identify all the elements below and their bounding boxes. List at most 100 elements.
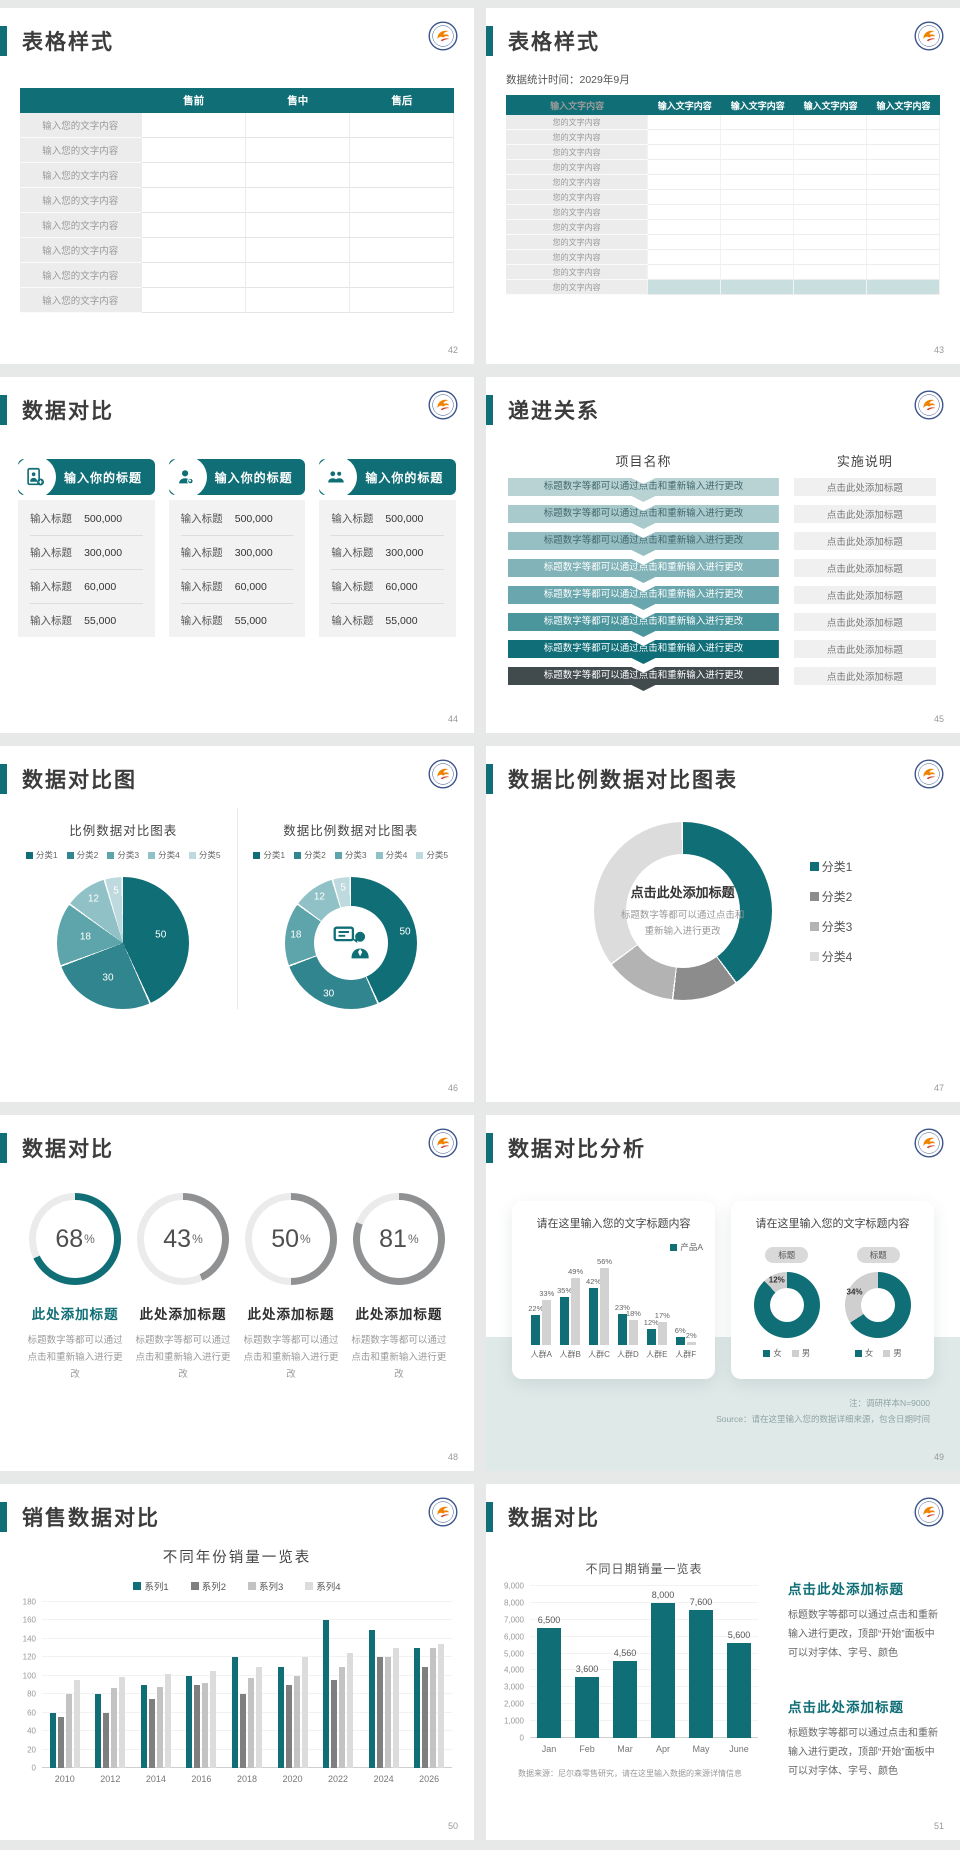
progression-row: 标题数字等都可以通过点击和重新输入进行更改 点击此处添加标题 — [508, 532, 938, 556]
data-cell — [721, 220, 795, 235]
row-label-cell: 输入您的文字内容 — [20, 238, 142, 263]
gridline — [42, 1767, 452, 1768]
bar-group: 2020 — [277, 1602, 308, 1784]
row-value: 500,000 — [84, 512, 123, 525]
page-title: 数据比例数据对比图表 — [508, 769, 738, 792]
bar — [347, 1652, 354, 1768]
bar-group: 2026 — [414, 1602, 445, 1784]
school-logo-icon — [914, 21, 944, 51]
gridline — [530, 1601, 758, 1603]
stat-card-2: 输入你的标题 输入标题 500,000 输入标题 300,000 输入标题 60,000 输… — [164, 456, 306, 637]
row-label-cell: 您的文字内容 — [506, 265, 649, 280]
data-cell — [867, 160, 940, 175]
legend-item: 系列3 — [248, 1579, 283, 1593]
bar — [589, 1287, 599, 1345]
ring-description: 标题数字等都可以通过点击和重新输入进行更改 — [351, 1335, 447, 1381]
gender-donuts: 标题 12% 女男 标题 34% 女男 — [741, 1247, 924, 1359]
x-axis-label: Jan — [541, 1744, 557, 1754]
bar — [255, 1666, 262, 1768]
chip-label: 标题 — [856, 1247, 900, 1263]
school-logo-icon — [914, 759, 944, 789]
y-axis-tick-label: 60 — [27, 1708, 36, 1718]
row-label-cell: 您的文字内容 — [506, 205, 649, 220]
bar-column: 17% — [654, 1263, 670, 1345]
gridline — [42, 1693, 452, 1695]
y-axis-tick-label: 4,000 — [503, 1665, 524, 1675]
x-axis-label: 人群A — [530, 1350, 552, 1359]
data-cell — [141, 263, 246, 288]
legend-label: 分类1 — [821, 859, 853, 874]
card-title: 输入你的标题 — [64, 470, 143, 485]
gridline — [42, 1674, 452, 1676]
page-title: 数据对比 — [22, 1138, 114, 1161]
legend-item: 分类2 — [66, 849, 98, 861]
x-axis-label: May — [692, 1744, 710, 1754]
card-header: 输入你的标题 — [14, 456, 155, 498]
center-title: 点击此处添加标题 — [630, 884, 735, 900]
y-axis-tick-label: 20 — [27, 1745, 36, 1755]
bar — [57, 1717, 64, 1768]
data-cell — [721, 235, 795, 250]
bar — [657, 1321, 667, 1345]
gridline — [530, 1585, 758, 1586]
bar — [49, 1712, 56, 1768]
donut-charts-card: 请在这里输入您的文字标题内容 标题 12% 女男 标题 34% 女男 — [731, 1201, 934, 1379]
data-row: 输入标题 500,000 — [180, 502, 294, 536]
x-axis-label: 人群F — [675, 1350, 697, 1359]
bar-group-bars — [277, 1602, 308, 1768]
progression-row: 标题数字等都可以通过点击和重新输入进行更改 点击此处添加标题 — [508, 559, 938, 583]
card-title: 请在这里输入您的文字标题内容 — [755, 1218, 910, 1230]
y-axis-tick-label: 6,000 — [503, 1632, 524, 1642]
legend-swatch — [854, 1349, 862, 1357]
row-label-cell: 输入您的文字内容 — [20, 163, 142, 188]
data-cell — [721, 145, 795, 160]
slide-header: 表格样式 — [486, 8, 960, 56]
text-block-2: 点击此处添加标题 标题数字等都可以通过点击和重新输入进行更改，顶部“开始”面板中… — [788, 1696, 940, 1781]
bar-value-label: 12% — [643, 1317, 659, 1327]
y-axis-tick-label: 2,000 — [503, 1699, 524, 1709]
y-axis-tick-label: 160 — [22, 1615, 36, 1625]
row-label: 输入标题 — [331, 615, 374, 627]
source-notes: 注：调研样本N=9000 Source：请在这里输入您的数据详细来源，包含日期时… — [716, 1395, 930, 1427]
row-label-cell: 输入您的文字内容 — [20, 288, 142, 313]
data-cell — [794, 250, 868, 265]
card-header: 输入你的标题 — [164, 456, 306, 498]
y-axis-tick-label: 0 — [31, 1763, 36, 1773]
bar-value-label: 18% — [625, 1309, 641, 1319]
donut-percent-label: 34% — [846, 1287, 863, 1297]
slide-header: 表格样式 — [0, 8, 474, 56]
data-cell — [721, 175, 795, 190]
title-accent-bar — [0, 1133, 7, 1163]
legend-item: 分类4 — [375, 849, 407, 861]
bar — [571, 1278, 581, 1345]
legend-label: 女 — [773, 1348, 782, 1358]
bar-value-label: 56% — [597, 1257, 613, 1267]
gridline — [530, 1618, 758, 1620]
slide-46-pie-charts: 数据对比图 比例数据对比图表 分类1 分类2 分类3 分类4 分类5 50 30 18 12 5… — [0, 746, 474, 1102]
x-axis-label: 2012 — [100, 1774, 121, 1784]
slide-49-compare-analysis: 数据对比分析 请在这里输入您的文字标题内容 产品A 22% 33% 人群A 35% 49… — [486, 1115, 960, 1471]
school-logo-icon — [914, 390, 944, 420]
donut-chart-panel: 数据比例数据对比图表 分类1 分类2 分类3 分类4 分类5 50 30 18 12 5 — [238, 808, 465, 1009]
bar-group: 2024 — [368, 1602, 399, 1784]
row-label: 输入标题 — [331, 581, 374, 593]
x-axis-label: Apr — [655, 1744, 671, 1754]
x-axis-label: 2022 — [328, 1774, 349, 1784]
row-label: 输入标题 — [30, 581, 72, 593]
y-axis-tick-label: 5,000 — [503, 1649, 524, 1659]
legend-swatch — [107, 851, 115, 859]
progress-ring-item: 50% 此处添加标题 标题数字等都可以通过点击和重新输入进行更改 — [240, 1193, 342, 1383]
legend-label: 男 — [893, 1348, 902, 1358]
donut-hole — [625, 854, 740, 968]
x-axis-label: 人群C — [588, 1350, 610, 1359]
page-number: 47 — [933, 1083, 944, 1093]
data-cell — [648, 130, 722, 145]
progression-chevron-bar: 标题数字等都可以通过点击和重新输入进行更改 — [508, 559, 779, 583]
center-subtitle: 标题数字等都可以通过点击和 重新输入进行更改 — [621, 908, 745, 940]
data-cell — [245, 188, 350, 213]
percent-sign: % — [407, 1232, 419, 1246]
bar — [422, 1666, 429, 1768]
bar-value-label: 17% — [654, 1310, 670, 1320]
bar-group-bars — [140, 1602, 171, 1768]
progression-row: 标题数字等都可以通过点击和重新输入进行更改 点击此处添加标题 — [508, 586, 938, 610]
